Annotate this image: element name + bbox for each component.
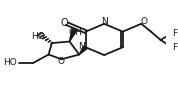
Polygon shape (70, 30, 77, 42)
Polygon shape (79, 46, 88, 55)
Text: F: F (172, 29, 177, 38)
Text: HO: HO (31, 32, 45, 41)
Text: O: O (141, 17, 148, 26)
Text: F: F (172, 43, 177, 52)
Text: O: O (57, 57, 64, 66)
Text: N: N (102, 17, 108, 26)
Text: HO: HO (3, 58, 17, 67)
Text: O: O (60, 18, 68, 28)
Text: OH: OH (68, 28, 82, 37)
Text: N: N (78, 42, 85, 51)
